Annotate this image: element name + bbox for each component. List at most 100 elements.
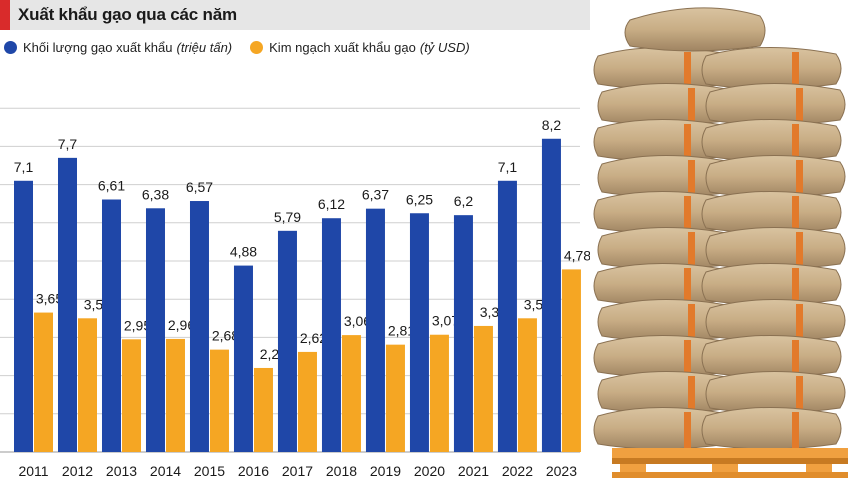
bar-volume-2022	[497, 180, 517, 452]
bar-volume-2023	[541, 138, 561, 452]
rice-sack-top	[624, 7, 766, 52]
legend-item-volume: Khối lượng gạo xuất khẩu (triệu tấn)	[4, 40, 232, 55]
bar-value-2023	[561, 269, 581, 452]
rice-sack	[705, 83, 846, 126]
data-label-volume-2015: 6,57	[186, 179, 213, 195]
sack-stripe	[688, 376, 695, 412]
bar-volume-2018	[321, 218, 341, 452]
legend-item-value: Kim ngạch xuất khẩu gạo (tỷ USD)	[250, 40, 470, 55]
legend: Khối lượng gạo xuất khẩu (triệu tấn) Kim…	[4, 40, 488, 55]
legend-swatch-volume	[4, 41, 17, 54]
data-label-value-2012: 3,5	[84, 296, 104, 312]
bar-value-2012	[77, 318, 97, 452]
sack-stripe	[684, 340, 691, 376]
bar-volume-2011	[14, 180, 33, 452]
data-label-volume-2022: 7,1	[498, 159, 518, 175]
data-label-volume-2011: 7,1	[14, 159, 34, 175]
rice-sack	[705, 299, 846, 342]
bar-value-2019	[385, 344, 405, 452]
sack-stripe	[792, 196, 799, 232]
data-label-value-2016: 2,2	[260, 346, 280, 362]
legend-swatch-value	[250, 41, 264, 54]
data-label-value-2020: 3,07	[432, 313, 459, 329]
bar-volume-2015	[189, 201, 209, 452]
sack-stripe	[792, 124, 799, 160]
x-tick-label-2019: 2019	[370, 463, 401, 479]
bar-value-2021	[473, 325, 493, 452]
bar-volume-2014	[145, 208, 165, 452]
data-label-volume-2021: 6,2	[454, 193, 474, 209]
data-label-value-2019: 2,81	[388, 323, 415, 339]
sack-stripe	[688, 304, 695, 340]
data-label-value-2022: 3,5	[524, 296, 544, 312]
sack-stripe	[688, 232, 695, 268]
bar-value-2020	[429, 334, 449, 452]
data-label-value-2011: 3,65	[36, 291, 63, 307]
sack-stripe	[688, 88, 695, 124]
bar-value-2011	[34, 312, 53, 452]
sack-stripe	[796, 88, 803, 124]
data-label-value-2018: 3,06	[344, 313, 371, 329]
sack-stripe	[688, 160, 695, 196]
rice-sack	[701, 263, 842, 306]
sack-stripe	[684, 196, 691, 232]
data-label-value-2015: 2,68	[212, 328, 239, 344]
x-tick-label-2023: 2023	[546, 463, 577, 479]
header-bar	[0, 0, 590, 30]
legend-label-volume: Khối lượng gạo xuất khẩu	[23, 40, 173, 55]
bar-volume-2017	[277, 230, 297, 452]
data-label-volume-2018: 6,12	[318, 196, 345, 212]
bar-value-2018	[341, 335, 361, 452]
rice-sack	[701, 335, 842, 378]
sack-stripe	[792, 52, 799, 88]
data-label-value-2017: 2,62	[300, 330, 327, 346]
sack-stripe	[792, 268, 799, 304]
bar-volume-2013	[101, 199, 121, 452]
x-tick-label-2011: 2011	[18, 463, 48, 479]
x-tick-label-2020: 2020	[414, 463, 445, 479]
rice-sack	[705, 155, 846, 198]
legend-label-value: Kim ngạch xuất khẩu gạo	[269, 40, 416, 55]
sack-stripe	[684, 268, 691, 304]
rice-sack	[701, 407, 842, 450]
data-label-volume-2016: 4,88	[230, 244, 257, 260]
data-label-volume-2013: 6,61	[98, 177, 125, 193]
bar-value-2017	[297, 351, 317, 452]
rice-sack	[701, 47, 842, 90]
x-tick-label-2013: 2013	[106, 463, 137, 479]
header-accent	[0, 0, 10, 30]
rice-sack	[701, 119, 842, 162]
x-tick-label-2021: 2021	[458, 463, 489, 479]
data-label-volume-2023: 8,2	[542, 117, 562, 133]
sack-stripe	[796, 376, 803, 412]
x-tick-label-2016: 2016	[238, 463, 269, 479]
bar-volume-2012	[57, 157, 77, 453]
bar-volume-2016	[233, 265, 253, 452]
sack-stripe	[684, 52, 691, 88]
x-tick-label-2012: 2012	[62, 463, 93, 479]
bar-value-2015	[209, 349, 229, 452]
x-tick-label-2022: 2022	[502, 463, 533, 479]
legend-unit-volume: (triệu tấn)	[176, 40, 233, 55]
bar-volume-2020	[409, 213, 429, 452]
sack-stripe	[684, 124, 691, 160]
sack-stripe	[792, 340, 799, 376]
x-tick-label-2017: 2017	[282, 463, 313, 479]
data-label-volume-2019: 6,37	[362, 187, 389, 203]
legend-unit-value: (tỷ USD)	[419, 40, 470, 55]
sack-stripe	[684, 412, 691, 448]
x-tick-label-2014: 2014	[150, 463, 181, 479]
bar-value-2013	[121, 339, 141, 452]
data-label-value-2021: 3,3	[480, 304, 500, 320]
chart-title: Xuất khẩu gạo qua các năm	[18, 5, 237, 24]
x-tick-label-2018: 2018	[326, 463, 357, 479]
rice-sacks-illustration	[593, 7, 848, 478]
data-label-volume-2012: 7,7	[58, 136, 78, 152]
bar-value-2016	[253, 367, 273, 452]
bar-chart: 7,1 3,65 2011 7,7 3,5 2012 6,61 2,95 2013 6,38 2,9…	[0, 107, 590, 479]
sack-stripe	[796, 160, 803, 196]
data-label-volume-2017: 5,79	[274, 209, 301, 225]
sack-stripe	[792, 412, 799, 448]
data-label-value-2013: 2,95	[124, 317, 151, 333]
rice-sack	[705, 227, 846, 270]
